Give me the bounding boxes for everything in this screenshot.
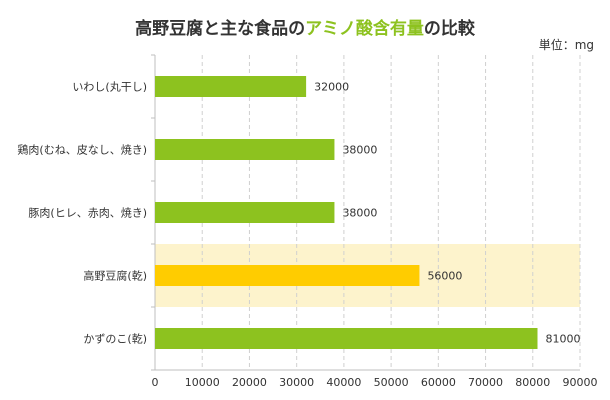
- x-tick-label: 50000: [374, 376, 409, 389]
- bar: [155, 265, 420, 286]
- x-tick-label: 80000: [515, 376, 550, 389]
- category-label: かずのこ(乾): [83, 333, 147, 346]
- data-label: 38000: [342, 207, 377, 220]
- data-label: 56000: [427, 270, 462, 283]
- unit-label: 単位：mg: [538, 38, 594, 52]
- bar: [155, 328, 538, 349]
- x-tick-label: 70000: [468, 376, 503, 389]
- data-label: 38000: [342, 144, 377, 157]
- category-label: 豚肉(ヒレ、赤肉、焼き): [28, 207, 147, 220]
- x-tick-label: 0: [152, 376, 159, 389]
- bar: [155, 139, 335, 160]
- x-tick-label: 30000: [279, 376, 314, 389]
- bar: [155, 76, 307, 97]
- category-label: 高野豆腐(乾): [83, 269, 147, 283]
- title-suffix: の比較: [423, 19, 475, 39]
- x-tick-label: 20000: [232, 376, 267, 389]
- bar: [155, 202, 335, 223]
- x-tick-label: 10000: [185, 376, 220, 389]
- x-tick-label: 90000: [563, 376, 598, 389]
- data-label: 32000: [314, 81, 349, 94]
- category-label: いわし(丸干し): [72, 81, 147, 94]
- title-highlight: アミノ酸含有量: [305, 19, 424, 39]
- chart-title: 高野豆腐と主な食品のアミノ酸含有量の比較: [0, 14, 610, 39]
- x-tick-label: 60000: [421, 376, 456, 389]
- x-tick-label: 40000: [326, 376, 361, 389]
- data-label: 81000: [546, 333, 581, 346]
- title-prefix: 高野豆腐と主な食品の: [135, 19, 306, 39]
- category-label: 鶏肉(むね、皮なし、焼き): [17, 143, 147, 157]
